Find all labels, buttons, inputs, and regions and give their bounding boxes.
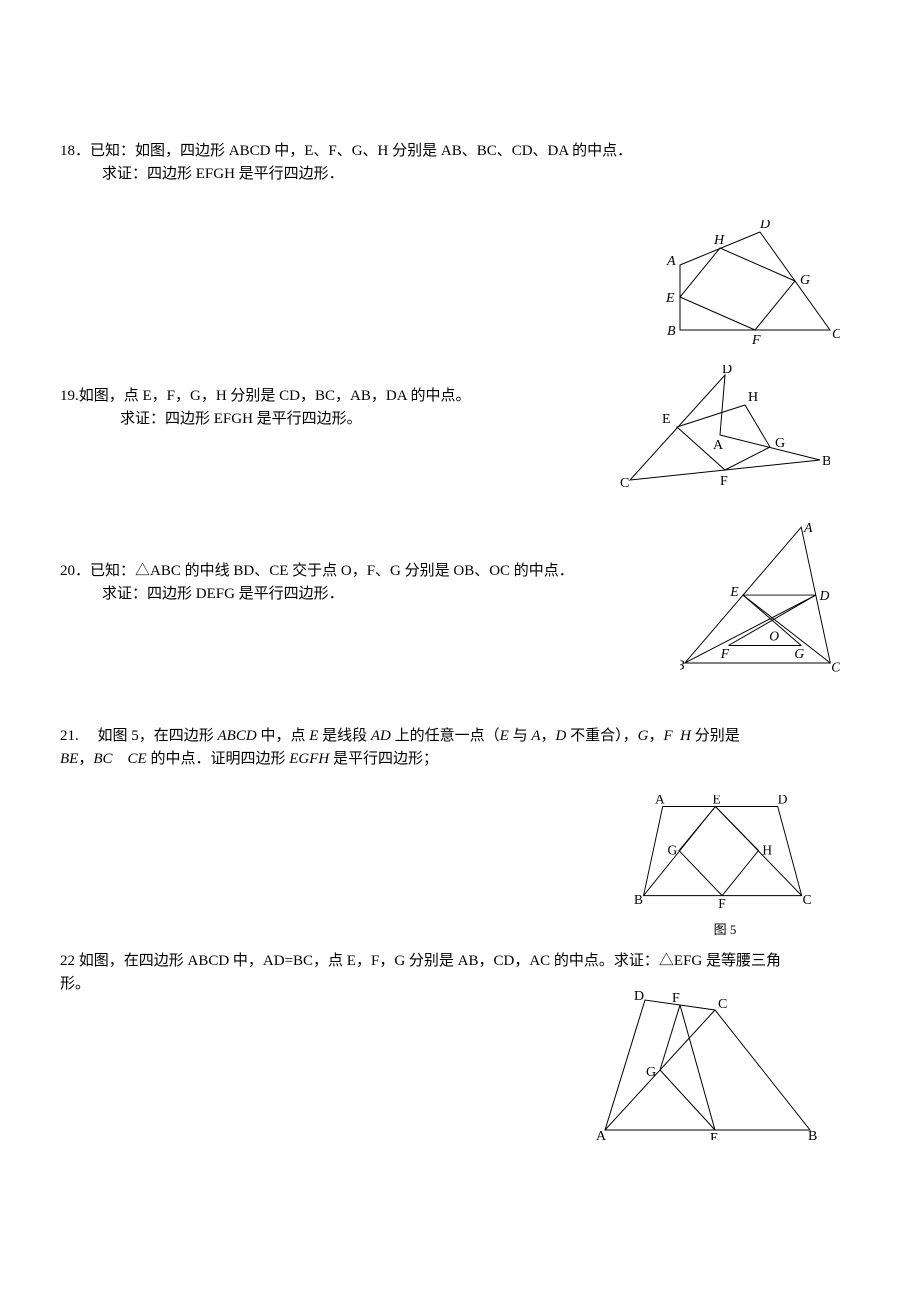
svg-text:G: G [800,273,810,288]
figure-21-caption: 图 5 [630,920,820,940]
svg-text:C: C [831,660,840,675]
p21-H: H [680,728,691,744]
problem-22-line1: 如图，在四边形 ABCD 中，AD=BC，点 E，F，G 分别是 AB，CD，A… [79,953,781,969]
p21-c1: ， [541,728,556,744]
p21-BC: BC [93,751,112,767]
svg-text:C: C [803,892,812,907]
problem-20-line2: 求证：四边形 DEFG 是平行四边形． [60,583,650,606]
problem-22: 22 如图，在四边形 ABCD 中，AD=BC，点 E，F，G 分别是 AB，C… [60,950,860,1095]
figure-22: A E B D F C G [590,990,820,1140]
svg-text:D: D [778,795,788,807]
figure-18: A B C D E F G H [660,220,840,350]
svg-text:D: D [759,220,770,232]
svg-text:E: E [710,1131,719,1140]
p21-G: G [638,728,649,744]
problem-19-num: 19. [60,388,79,404]
p21-r1: 如图 5，在四边形 [98,728,218,744]
problem-20-text: 20．已知：△ABC 的中线 BD、CE 交于点 O，F、G 分别是 OB、OC… [60,560,650,605]
svg-text:D: D [634,990,644,1004]
svg-text:F: F [718,896,725,910]
p21-r2: 中，点 [257,728,310,744]
svg-text:E: E [713,795,721,807]
svg-text:A: A [596,1129,607,1140]
svg-text:C: C [718,997,727,1012]
problem-18-text: 18．已知：如图，四边形 ABCD 中，E、F、G、H 分别是 AB、BC、CD… [60,140,650,185]
p21-c2: ， [648,728,663,744]
p21-E: E [309,728,318,744]
svg-text:E: E [665,291,675,306]
svg-text:F: F [720,646,730,661]
p21-r7: 分别是 [691,728,740,744]
svg-text:A: A [655,795,665,807]
problem-18-line1: 已知：如图，四边形 ABCD 中，E、F、G、H 分别是 AB、BC、CD、DA… [90,143,632,159]
svg-text:B: B [808,1129,817,1140]
problem-22-num: 22 [60,953,79,969]
svg-text:A: A [803,520,813,535]
svg-text:A: A [713,438,724,453]
svg-text:C: C [620,476,629,491]
figure-20: A B C D E F G O [680,520,840,675]
p21-r5: 与 [509,728,532,744]
problem-21-num: 21. [60,728,79,744]
problem-18-line2: 求证：四边形 EFGH 是平行四边形． [60,163,650,186]
p21-A2: A [531,728,540,744]
problem-21: 21. 如图 5，在四边形 ABCD 中，点 E 是线段 AD 上的任意一点（E… [60,725,860,910]
p21-E2: E [500,728,509,744]
problem-20: 20．已知：△ABC 的中线 BD、CE 交于点 O，F、G 分别是 OB、OC… [60,560,860,685]
svg-text:B: B [680,658,684,673]
svg-text:O: O [769,629,779,644]
svg-text:D: D [722,365,732,377]
problem-19: 19.如图，点 E，F，G，H 分别是 CD，BC，AB，DA 的中点。 求证：… [60,385,860,520]
svg-text:A: A [666,254,676,269]
svg-text:F: F [672,991,680,1006]
p21-CE: CE [128,751,147,767]
svg-text:G: G [775,436,785,451]
svg-text:F: F [751,333,761,348]
p21-ABCD: ABCD [218,728,257,744]
p21-EGFH: EGFH [289,751,329,767]
p21-D2: D [556,728,567,744]
svg-text:B: B [822,454,830,469]
problem-19-line2: 求证：四边形 EFGH 是平行四边形。 [60,408,650,431]
p21-r4: 上的任意一点（ [391,728,500,744]
figure-21: A E D B F C G H 图 5 [630,795,820,930]
svg-text:G: G [646,1065,656,1080]
svg-text:E: E [662,412,671,427]
page: 18．已知：如图，四边形 ABCD 中，E、F、G、H 分别是 AB、BC、CD… [0,0,920,1175]
problem-22-text: 22 如图，在四边形 ABCD 中，AD=BC，点 E，F，G 分别是 AB，C… [60,950,860,995]
problem-21-text: 21. 如图 5，在四边形 ABCD 中，点 E 是线段 AD 上的任意一点（E… [60,725,860,770]
svg-text:B: B [667,324,676,339]
problem-18: 18．已知：如图，四边形 ABCD 中，E、F、G、H 分别是 AB、BC、CD… [60,140,860,345]
svg-text:H: H [762,842,772,857]
p21-r3: 是线段 [318,728,371,744]
figure-19: A B C D E F G H [620,365,830,495]
p21-r6: 不重合）， [566,728,637,744]
problem-18-num: 18． [60,143,90,159]
p21-BE: BE [60,751,78,767]
p21-sp [113,751,128,767]
svg-text:G: G [794,646,804,661]
svg-text:C: C [832,327,840,342]
problem-19-line1: 如图，点 E，F，G，H 分别是 CD，BC，AB，DA 的中点。 [79,388,471,404]
svg-text:E: E [729,584,739,599]
problem-20-num: 20． [60,563,90,579]
svg-text:H: H [713,233,725,248]
svg-text:G: G [668,842,678,857]
p21-F: F [664,728,673,744]
p21-AD: AD [371,728,391,744]
p21-l2c1: ， [78,751,93,767]
svg-text:D: D [819,588,830,603]
svg-text:F: F [720,474,728,489]
svg-text:B: B [634,892,643,907]
problem-20-line1: 已知：△ABC 的中线 BD、CE 交于点 O，F、G 分别是 OB、OC 的中… [90,563,574,579]
problem-19-text: 19.如图，点 E，F，G，H 分别是 CD，BC，AB，DA 的中点。 求证：… [60,385,650,430]
svg-text:H: H [748,390,758,405]
p21-l2r7: 是平行四边形； [329,751,438,767]
p21-l2r6: 的中点．证明四边形 [147,751,290,767]
